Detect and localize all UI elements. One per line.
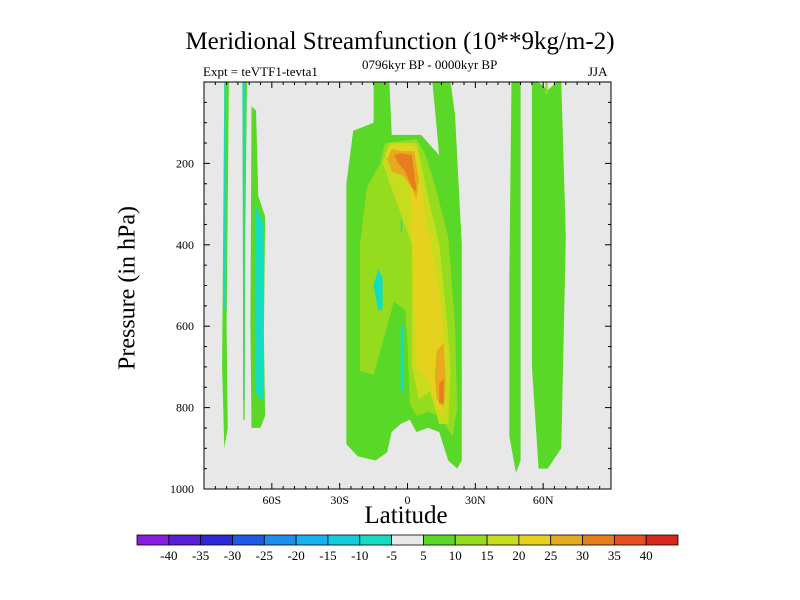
contour-region-9 — [384, 145, 446, 416]
colorbar-level-label: 30 — [576, 548, 589, 563]
contour-region-17 — [509, 82, 521, 473]
chart-title: Meridional Streamfunction (10**9kg/m-2) — [185, 28, 615, 55]
contour-region-13 — [439, 379, 444, 404]
x-axis-ticks: 60S 30S 0 30N 60N — [262, 82, 554, 507]
colorbar-swatch — [200, 534, 233, 546]
contour-region-1 — [223, 82, 226, 310]
colorbar-swatch — [550, 534, 583, 546]
y-tick-label: 800 — [176, 401, 194, 415]
experiment-label: Expt = teVTF1-tevta1 — [203, 64, 318, 79]
colorbar-level-label: 25 — [544, 548, 557, 563]
contour-region-0 — [222, 82, 229, 449]
colorbar-level-label: 35 — [608, 548, 621, 563]
contour-region-15 — [400, 326, 403, 392]
x-tick-label: 0 — [405, 493, 411, 507]
colorbar-level-label: 40 — [640, 548, 653, 563]
colorbar-swatch — [613, 534, 647, 546]
y-tick-label: 200 — [176, 156, 194, 170]
y-axis-ticks: 200 400 600 800 1000 — [170, 156, 611, 496]
contour-region-19 — [545, 82, 548, 95]
colorbar: -40 -35 -30 -25 -20 -15 -10 -5 5 10 15 20 25 30 35 40 — [136, 534, 679, 563]
colorbar-level-label: 5 — [420, 548, 427, 563]
colorbar-level-label: -40 — [160, 548, 177, 563]
colorbar-swatch — [645, 534, 679, 546]
contour-region-14 — [373, 269, 383, 310]
colorbar-swatch — [391, 534, 424, 546]
x-tick-label: 30S — [330, 493, 349, 507]
colorbar-level-label: -25 — [256, 548, 273, 563]
colorbar-level-label: 15 — [481, 548, 494, 563]
y-tick-label: 1000 — [170, 482, 194, 496]
colorbar-swatch — [486, 534, 520, 546]
contour-region-16 — [400, 220, 403, 233]
colorbar-swatch — [136, 534, 170, 546]
y-tick-label: 600 — [176, 319, 194, 333]
colorbar-level-label: -20 — [287, 548, 304, 563]
colorbar-swatch — [232, 534, 265, 546]
contour-region-12 — [393, 153, 417, 192]
colorbar-level-label: 20 — [512, 548, 525, 563]
colorbar-swatch — [295, 534, 329, 546]
colorbar-level-label: -30 — [224, 548, 241, 563]
colorbar-swatch — [423, 534, 456, 546]
contour-regions — [204, 82, 611, 489]
contour-region-18 — [531, 82, 566, 469]
x-tick-label: 60N — [533, 493, 554, 507]
colorbar-swatch — [582, 534, 615, 546]
x-axis-label: Latitude — [364, 502, 448, 529]
y-axis-label: Pressure (in hPa) — [114, 206, 141, 370]
colorbar-level-label: -10 — [351, 548, 368, 563]
colorbar-level-label: -35 — [192, 548, 209, 563]
colorbar-swatch — [359, 534, 392, 546]
y-tick-label: 400 — [176, 238, 194, 252]
colorbar-swatch — [263, 534, 297, 546]
colorbar-level-label: -5 — [386, 548, 397, 563]
x-tick-label: 30N — [465, 493, 486, 507]
x-tick-label: 60S — [262, 493, 281, 507]
colorbar-level-label: 10 — [449, 548, 462, 563]
colorbar-swatch — [518, 534, 552, 546]
colorbar-swatch — [168, 534, 202, 546]
colorbar-level-label: -15 — [319, 548, 336, 563]
contour-region-3 — [242, 82, 245, 400]
period-label: 0796kyr BP - 0000kyr BP — [362, 57, 498, 72]
contour-region-5 — [254, 204, 264, 400]
season-label: JJA — [588, 64, 608, 79]
colorbar-swatch — [454, 534, 488, 546]
colorbar-swatch — [327, 534, 361, 546]
